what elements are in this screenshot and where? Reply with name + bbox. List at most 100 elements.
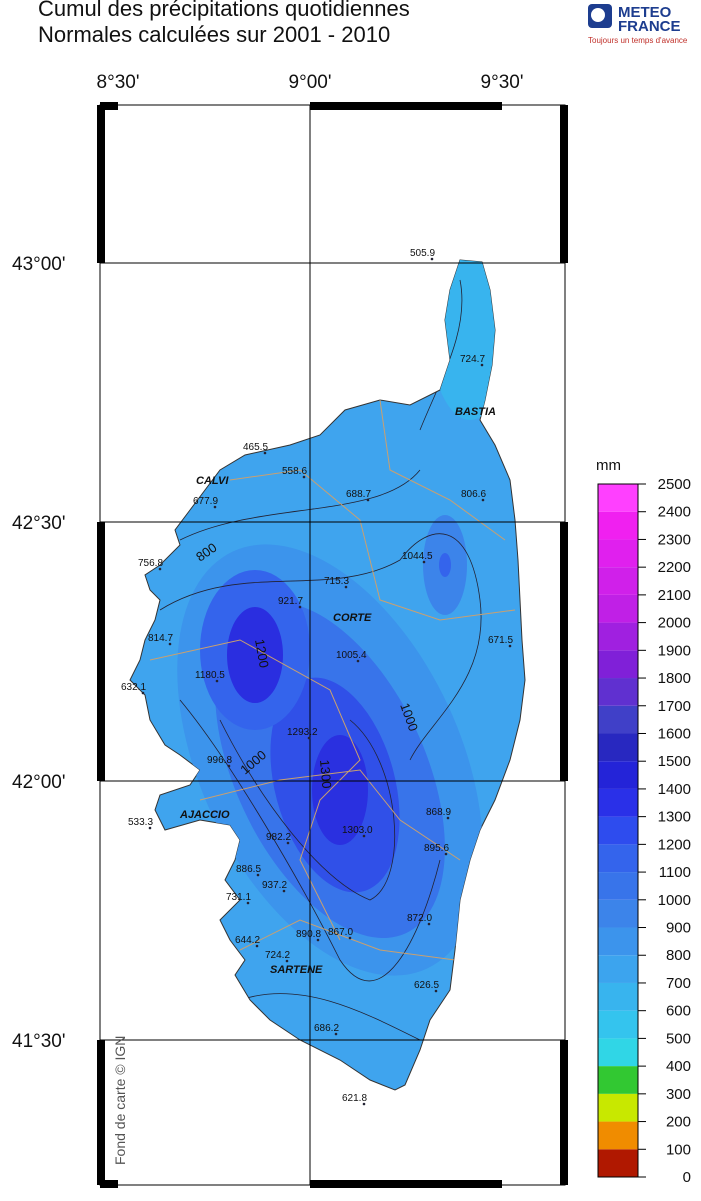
legend-label: 1100 xyxy=(659,864,691,881)
legend-swatch xyxy=(598,955,638,983)
station-value: 806.6 xyxy=(461,489,486,500)
legend-swatch xyxy=(598,899,638,928)
contour-label: 1300 xyxy=(317,759,334,789)
station-dot xyxy=(348,936,352,940)
station-value: 626.5 xyxy=(414,980,439,991)
frame-bar xyxy=(310,102,502,110)
station-value: 1293.2 xyxy=(287,727,318,738)
frame-bar xyxy=(97,1040,105,1185)
legend-swatch xyxy=(598,1121,638,1150)
station-dot xyxy=(334,1032,338,1036)
station-value: 1180.5 xyxy=(195,670,225,681)
legend-label: 500 xyxy=(666,1030,691,1047)
station-dot xyxy=(344,585,348,589)
contour xyxy=(419,279,463,431)
station-dot xyxy=(148,826,152,830)
legend-label: 400 xyxy=(666,1058,691,1075)
station-dot xyxy=(508,644,512,648)
station-dot xyxy=(356,659,360,663)
legend-label: 1800 xyxy=(658,670,691,687)
legend-swatch xyxy=(598,788,638,817)
boundary xyxy=(379,399,506,541)
legend-swatch xyxy=(598,567,638,595)
legend-swatch xyxy=(598,872,638,900)
legend-swatch xyxy=(598,705,638,734)
credit: Fond de carte © IGN xyxy=(112,1036,128,1165)
frame-bar xyxy=(560,522,568,781)
station-value: 982.2 xyxy=(266,832,291,843)
station-value: 921.7 xyxy=(278,596,303,607)
legend-swatch xyxy=(598,678,638,706)
station-dot xyxy=(285,959,289,963)
station-dot xyxy=(427,922,431,926)
logo-text: METEO xyxy=(618,4,672,21)
legend-swatch xyxy=(598,1149,638,1177)
station-value: 756.8 xyxy=(138,558,163,569)
legend-label: 1200 xyxy=(658,836,691,853)
frame-bar xyxy=(100,102,118,110)
station-dot xyxy=(362,834,366,838)
legend-swatch xyxy=(598,844,638,873)
legend-swatch xyxy=(598,761,638,789)
contour xyxy=(219,719,396,901)
station-dot xyxy=(286,841,290,845)
station-dot xyxy=(366,498,370,502)
legend-label: 2200 xyxy=(658,559,691,576)
station-value: 671.5 xyxy=(488,635,513,646)
legend-unit: mm xyxy=(596,457,621,474)
station-dot xyxy=(316,938,320,942)
graticule xyxy=(100,105,565,1185)
frame-bar xyxy=(310,1180,502,1188)
station-dot xyxy=(362,1102,366,1106)
legend-label: 700 xyxy=(666,975,691,992)
station-dot xyxy=(302,475,306,479)
legend-label: 2500 xyxy=(658,476,691,493)
contour xyxy=(159,533,482,761)
station-value: 644.2 xyxy=(235,935,260,946)
legend-label: 600 xyxy=(666,1003,691,1020)
station-dot xyxy=(255,944,259,948)
station-dot xyxy=(256,873,260,877)
legend-label: 2100 xyxy=(658,587,691,604)
station-value: 686.2 xyxy=(314,1023,339,1034)
subtitle: Normales calculées sur 2001 - 2010 xyxy=(38,22,390,47)
longitude-label: 9°00' xyxy=(289,72,332,93)
station-value: 731.1 xyxy=(226,892,251,903)
station-value: 867.0 xyxy=(328,927,353,938)
boundary xyxy=(239,919,456,961)
island xyxy=(129,259,526,1091)
legend-label: 2400 xyxy=(658,504,691,521)
city-name: CORTE xyxy=(333,612,372,624)
legend-swatch xyxy=(598,1010,638,1039)
legend-swatch xyxy=(598,1038,638,1067)
latitude-label: 42°00' xyxy=(12,772,66,793)
station-dot xyxy=(141,691,145,695)
station-value: 505.9 xyxy=(410,248,435,259)
legend-label: 200 xyxy=(666,1114,691,1131)
station-dot xyxy=(480,363,484,367)
station-value: 872.0 xyxy=(407,913,432,924)
legend-swatch xyxy=(598,1093,638,1122)
station-dot xyxy=(213,505,217,509)
legend-label: 1600 xyxy=(658,725,691,742)
boundary xyxy=(229,469,516,621)
logo-icon xyxy=(591,8,605,22)
frame-bar xyxy=(560,105,568,263)
station-dot xyxy=(158,567,162,571)
legend-label: 300 xyxy=(666,1086,691,1103)
legend-label: 800 xyxy=(666,947,691,964)
precip-field xyxy=(149,260,516,1041)
boundary xyxy=(199,769,461,861)
station-dot xyxy=(263,451,267,455)
station-value: 1044.5 xyxy=(402,551,433,562)
logo: METEO FRANCE Toujours un temps d'avance xyxy=(588,4,688,45)
station-dot xyxy=(168,642,172,646)
legend-label: 1300 xyxy=(658,809,691,826)
legend-label: 1700 xyxy=(658,698,691,715)
station-dot xyxy=(434,989,438,993)
latitude-label: 43°00' xyxy=(12,254,66,275)
boundary xyxy=(149,639,361,941)
station-dot xyxy=(227,764,231,768)
station-value: 1005.4 xyxy=(336,650,367,661)
legend-label: 1900 xyxy=(658,642,691,659)
